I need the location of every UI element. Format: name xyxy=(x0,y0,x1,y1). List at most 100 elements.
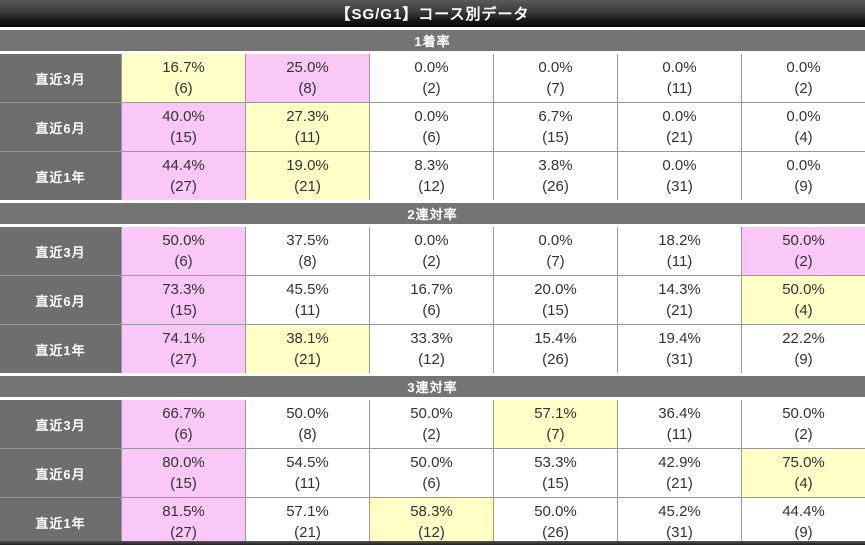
stat-percent: 25.0% xyxy=(286,59,329,76)
stat-percent: 50.0% xyxy=(782,232,825,249)
stat-cell: 66.7% (6) xyxy=(122,400,245,448)
stat-count: (15) xyxy=(170,475,197,492)
stat-percent: 0.0% xyxy=(414,232,449,249)
stat-count: (2) xyxy=(794,253,813,270)
stat-percent: 42.9% xyxy=(658,454,701,471)
stat-count: (15) xyxy=(170,129,197,146)
stat-percent: 58.3% xyxy=(410,503,453,520)
stat-cell: 50.0% (2) xyxy=(742,227,865,275)
stat-percent: 6.7% xyxy=(538,108,573,125)
stat-cell: 0.0% (7) xyxy=(494,227,617,275)
stat-count: (11) xyxy=(666,253,693,270)
stat-cell: 0.0% (2) xyxy=(742,54,865,102)
stat-percent: 37.5% xyxy=(286,232,329,249)
stat-count: (7) xyxy=(546,80,565,97)
stat-percent: 33.3% xyxy=(410,330,453,347)
stat-count: (15) xyxy=(542,475,569,492)
stat-count: (2) xyxy=(794,426,813,443)
stat-cell: 0.0% (4) xyxy=(742,103,865,151)
stat-cell: 81.5% (27) xyxy=(122,498,245,545)
stat-cell: 38.1% (21) xyxy=(246,325,369,373)
stat-count: (12) xyxy=(418,351,445,368)
stat-count: (6) xyxy=(422,475,441,492)
stat-percent: 14.3% xyxy=(658,281,701,298)
stat-count: (21) xyxy=(666,302,693,319)
stat-cell: 0.0% (31) xyxy=(618,152,741,200)
stat-percent: 8.3% xyxy=(414,157,449,174)
stat-count: (9) xyxy=(794,178,813,195)
stat-percent: 0.0% xyxy=(414,59,449,76)
stat-cell: 50.0% (26) xyxy=(494,498,617,545)
stat-cell: 0.0% (6) xyxy=(370,103,493,151)
stat-cell: 75.0% (4) xyxy=(742,449,865,497)
stat-percent: 80.0% xyxy=(162,454,205,471)
panel-title: 【SG/G1】コース別データ xyxy=(0,0,865,27)
stat-count: (9) xyxy=(794,351,813,368)
stat-count: (15) xyxy=(170,302,197,319)
stat-percent: 44.4% xyxy=(782,503,825,520)
stat-count: (11) xyxy=(294,129,321,146)
stat-cell: 20.0% (15) xyxy=(494,276,617,324)
stat-percent: 50.0% xyxy=(410,454,453,471)
stat-percent: 0.0% xyxy=(538,59,573,76)
stat-percent: 54.5% xyxy=(286,454,329,471)
stat-count: (27) xyxy=(170,178,197,195)
stat-percent: 50.0% xyxy=(782,281,825,298)
stat-count: (21) xyxy=(294,524,321,541)
stat-count: (6) xyxy=(422,129,441,146)
stat-percent: 36.4% xyxy=(658,405,701,422)
stat-cell: 45.5% (11) xyxy=(246,276,369,324)
stat-section: 3連対率 直近3月 66.7% (6) 50.0% (8) 50.0% (2) 57.1% (7)… xyxy=(0,376,865,545)
stat-cell: 53.3% (15) xyxy=(494,449,617,497)
stat-percent: 0.0% xyxy=(538,232,573,249)
stat-count: (27) xyxy=(170,351,197,368)
stat-cell: 14.3% (21) xyxy=(618,276,741,324)
stat-cell: 44.4% (9) xyxy=(742,498,865,545)
stat-percent: 16.7% xyxy=(162,59,205,76)
stat-percent: 50.0% xyxy=(286,405,329,422)
stat-count: (2) xyxy=(422,80,441,97)
stat-count: (15) xyxy=(542,302,569,319)
stat-count: (26) xyxy=(542,351,569,368)
stat-cell: 18.2% (11) xyxy=(618,227,741,275)
stat-count: (7) xyxy=(546,253,565,270)
stat-count: (7) xyxy=(546,426,565,443)
stat-percent: 73.3% xyxy=(162,281,205,298)
stat-count: (15) xyxy=(542,129,569,146)
row-label: 直近6月 xyxy=(0,276,121,324)
row-label: 直近3月 xyxy=(0,400,121,448)
stat-count: (11) xyxy=(294,475,321,492)
stat-count: (8) xyxy=(298,80,317,97)
stat-percent: 0.0% xyxy=(662,59,697,76)
stat-count: (2) xyxy=(794,80,813,97)
table-sections: 1着率 直近3月 16.7% (6) 25.0% (8) 0.0% (2) 0.0% (7) 0.0… xyxy=(0,30,865,545)
stat-cell: 33.3% (12) xyxy=(370,325,493,373)
section-header: 3連対率 xyxy=(0,376,865,397)
stat-percent: 75.0% xyxy=(782,454,825,471)
stat-count: (9) xyxy=(794,524,813,541)
stat-count: (31) xyxy=(666,351,693,368)
stat-count: (4) xyxy=(794,302,813,319)
stat-count: (11) xyxy=(294,302,321,319)
stat-cell: 0.0% (7) xyxy=(494,54,617,102)
stat-count: (6) xyxy=(422,302,441,319)
row-label: 直近6月 xyxy=(0,449,121,497)
stat-cell: 50.0% (2) xyxy=(742,400,865,448)
stat-percent: 0.0% xyxy=(662,108,697,125)
stat-section: 2連対率 直近3月 50.0% (6) 37.5% (8) 0.0% (2) 0.0% (7) 18… xyxy=(0,203,865,373)
stat-count: (8) xyxy=(298,426,317,443)
stat-count: (21) xyxy=(666,475,693,492)
data-grid: 直近3月 50.0% (6) 37.5% (8) 0.0% (2) 0.0% (7) 18.2% (… xyxy=(0,227,865,373)
stat-percent: 44.4% xyxy=(162,157,205,174)
stat-percent: 15.4% xyxy=(534,330,577,347)
stat-count: (11) xyxy=(666,80,693,97)
stat-cell: 0.0% (9) xyxy=(742,152,865,200)
stat-percent: 50.0% xyxy=(162,232,205,249)
stat-cell: 80.0% (15) xyxy=(122,449,245,497)
stat-percent: 19.0% xyxy=(286,157,329,174)
row-label: 直近1年 xyxy=(0,152,121,200)
section-header: 1着率 xyxy=(0,30,865,51)
stat-count: (6) xyxy=(174,253,193,270)
stat-cell: 0.0% (2) xyxy=(370,54,493,102)
stat-section: 1着率 直近3月 16.7% (6) 25.0% (8) 0.0% (2) 0.0% (7) 0.0… xyxy=(0,30,865,200)
